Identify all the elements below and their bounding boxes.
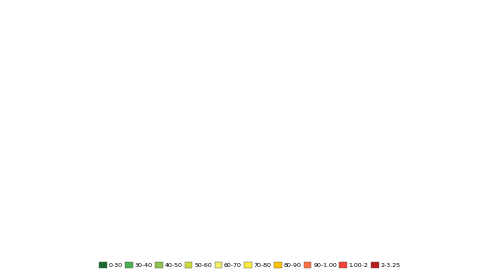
Legend: 0-30, 30-40, 40-50, 50-60, 60-70, 70-80, 80-90, 90-1.00, 1.00-2, 2-3.25: 0-30, 30-40, 40-50, 50-60, 60-70, 70-80,…: [100, 262, 401, 268]
